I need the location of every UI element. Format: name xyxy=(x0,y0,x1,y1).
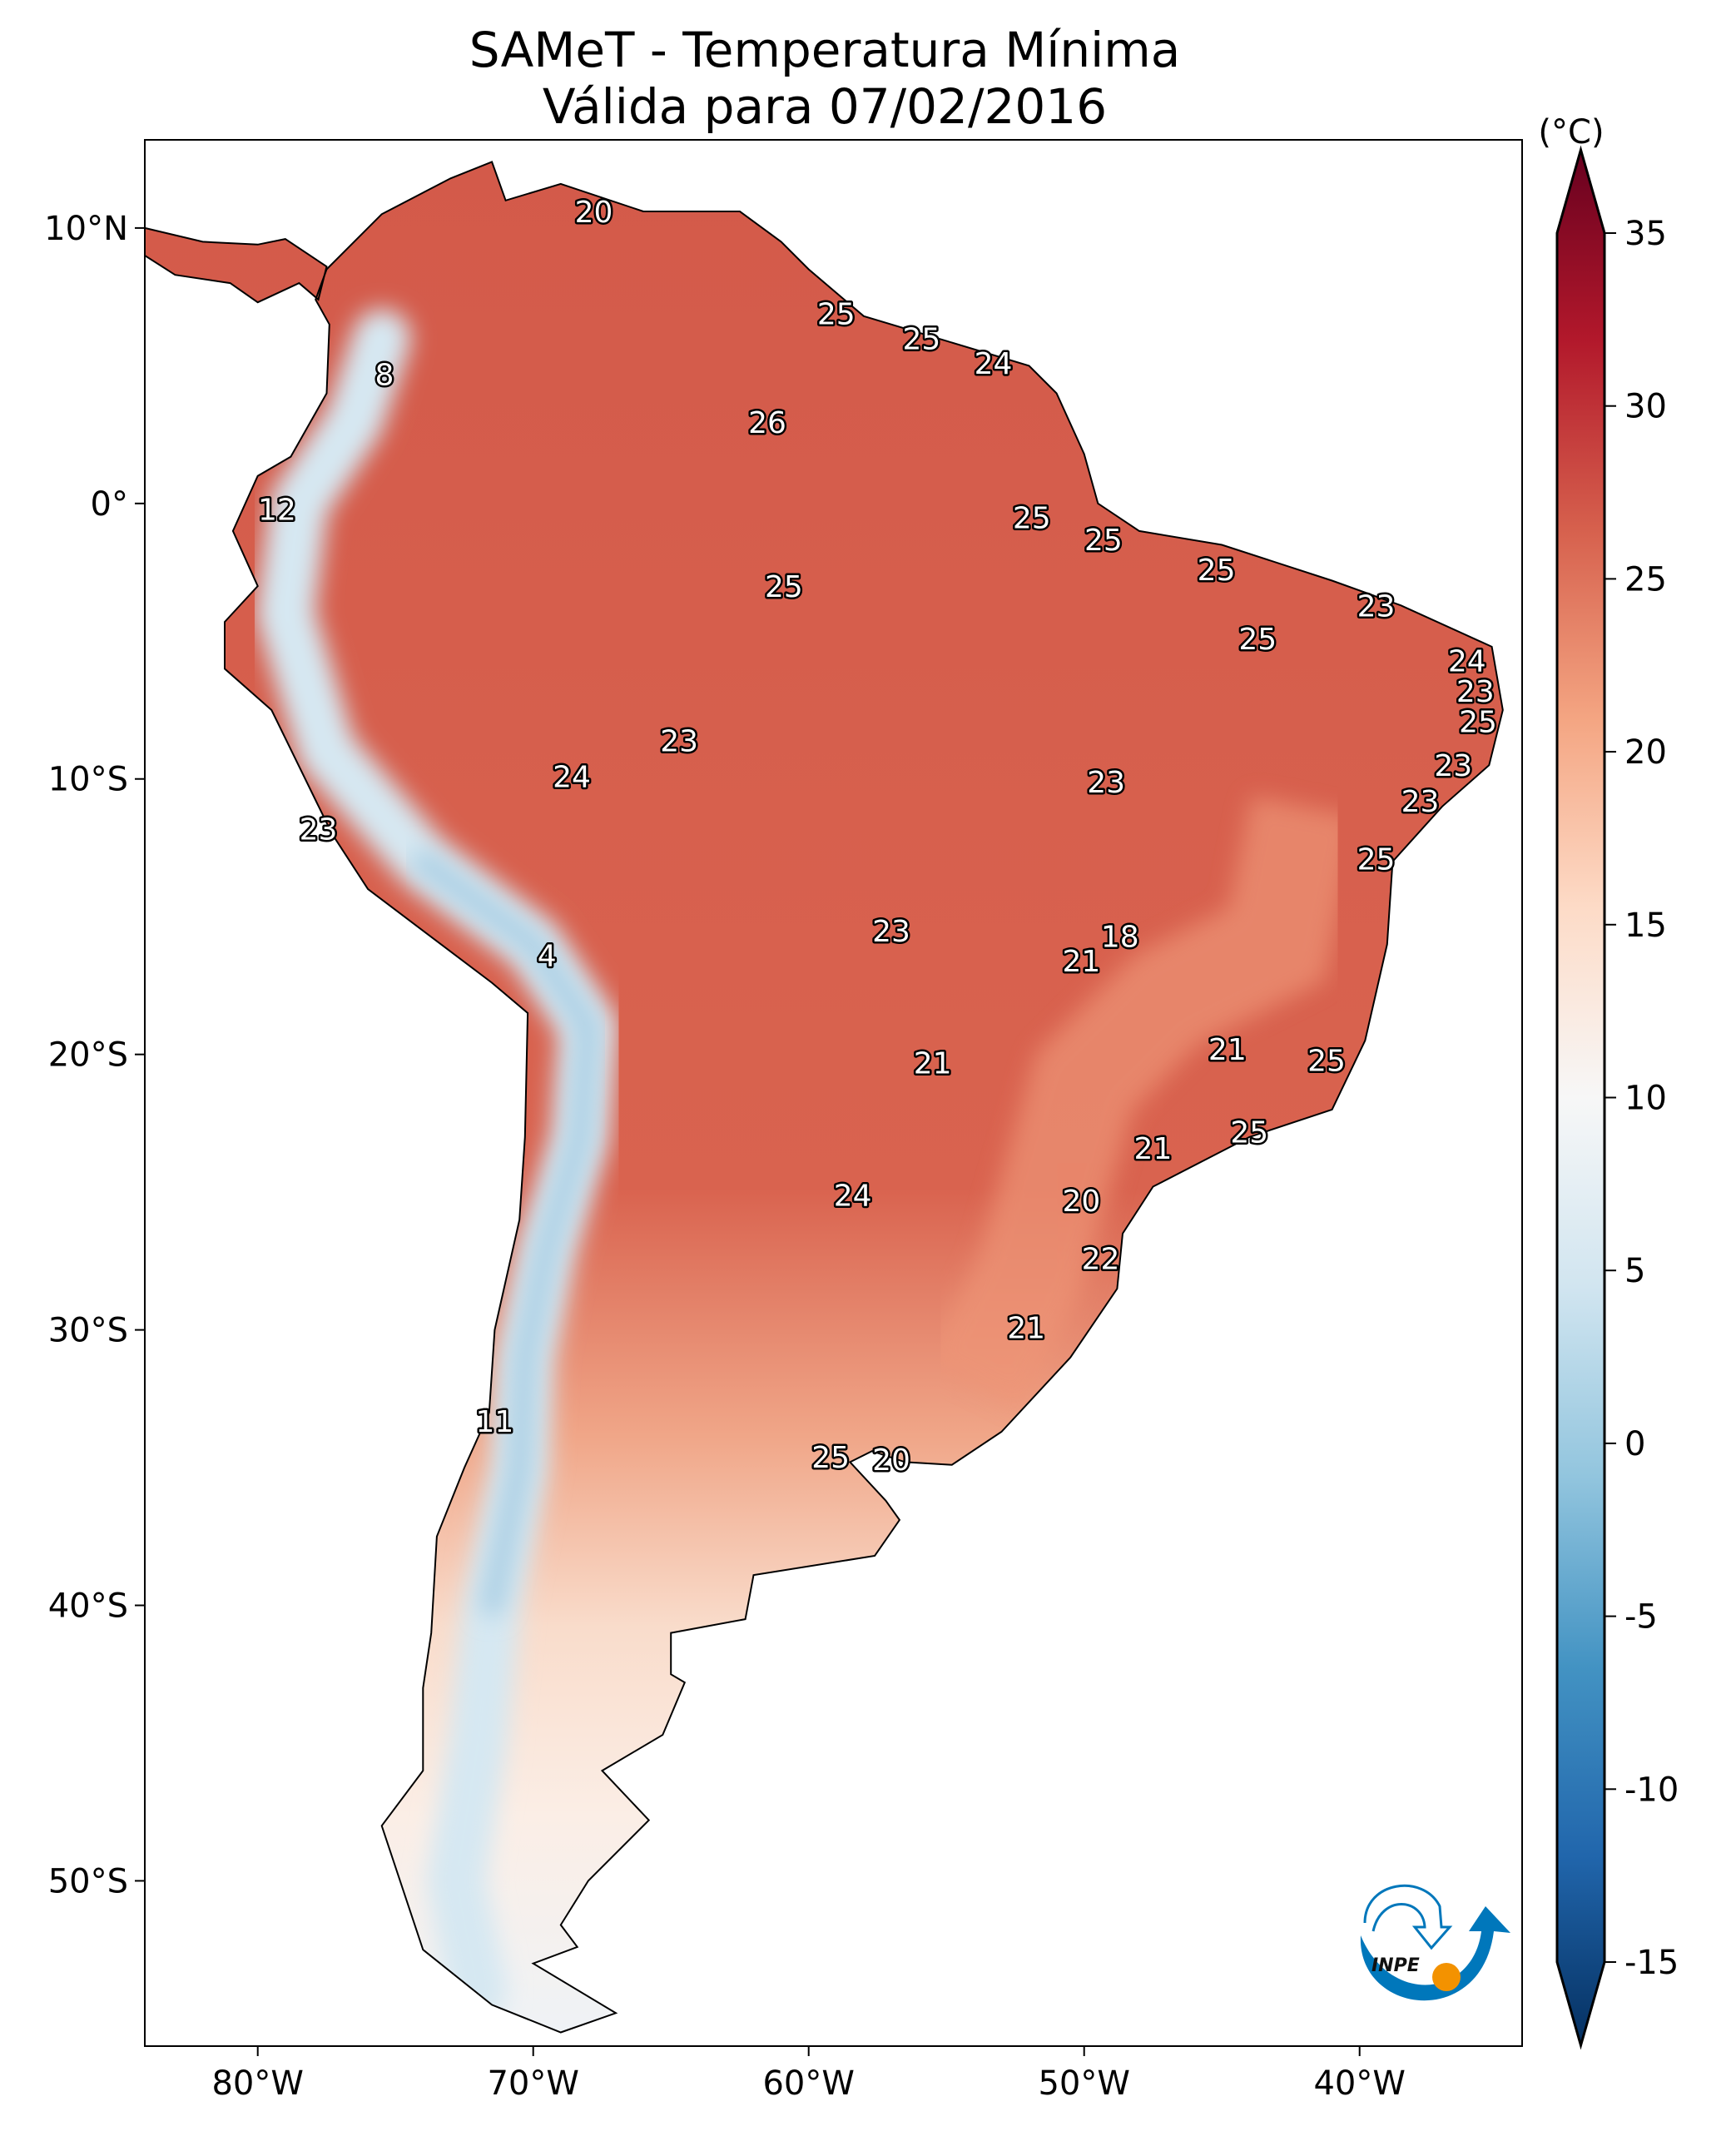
station-label: 22 xyxy=(1082,1243,1120,1277)
coastline-central-america xyxy=(144,226,328,304)
station-label: 25 xyxy=(1198,554,1236,588)
station-label: 23 xyxy=(1401,785,1440,819)
station-label: 25 xyxy=(903,322,941,356)
station-label: 25 xyxy=(1013,501,1051,535)
station-label: 25 xyxy=(817,297,856,331)
station-label: 20 xyxy=(872,1443,910,1478)
colorbar-ticks: 35 30 25 20 15 10 5 0 -5 -10 -15 xyxy=(1605,215,1679,1982)
station-label: 24 xyxy=(1448,644,1486,678)
colorbar-tick-label: 5 xyxy=(1624,1252,1645,1290)
longitude-axis: 80°W 70°W 60°W 50°W 40°W xyxy=(211,2046,1406,2103)
station-label: 24 xyxy=(834,1179,872,1213)
lat-tick-label: 10°S xyxy=(48,761,128,799)
lat-tick-label: 20°S xyxy=(48,1036,128,1075)
lon-tick-label: 60°W xyxy=(762,2064,854,2103)
colorbar-tick-label: 10 xyxy=(1624,1080,1667,1118)
station-label: 20 xyxy=(575,196,613,230)
latitude-axis: 10°N 0° 10°S 20°S 30°S 40°S 50°S xyxy=(44,210,145,1900)
chart-title-line2: Válida para 07/02/2016 xyxy=(543,78,1107,135)
colorbar-tick-label: -5 xyxy=(1624,1598,1658,1637)
station-label: 25 xyxy=(1084,524,1123,558)
station-label: 21 xyxy=(1134,1132,1173,1166)
colorbar-tick-label: 0 xyxy=(1624,1425,1645,1463)
station-label: 23 xyxy=(872,915,910,949)
station-label: 25 xyxy=(1459,705,1497,739)
lat-tick-label: 40°S xyxy=(48,1587,128,1626)
lon-tick-label: 50°W xyxy=(1038,2064,1129,2103)
station-label: 23 xyxy=(300,812,338,847)
colorbar: (°C) 35 30 25 20 15 10 5 0 -5 -10 -15 xyxy=(1538,113,1679,2050)
station-label: 18 xyxy=(1101,920,1139,954)
lat-tick-label: 0° xyxy=(91,485,128,524)
logo-arrow xyxy=(1360,1906,1510,2001)
colorbar-unit: (°C) xyxy=(1538,113,1604,152)
station-label: 8 xyxy=(375,358,394,392)
station-label: 21 xyxy=(1208,1033,1247,1067)
colorbar-tick-label: -10 xyxy=(1624,1771,1679,1809)
logo-text: INPE xyxy=(1371,1955,1420,1976)
station-label: 12 xyxy=(258,493,296,527)
station-label: 23 xyxy=(1357,589,1396,623)
station-label: 21 xyxy=(1062,945,1100,979)
colorbar-tick-label: -15 xyxy=(1624,1944,1679,1982)
station-label: 23 xyxy=(1434,749,1472,783)
station-label: 4 xyxy=(538,940,557,974)
map-frame xyxy=(144,139,1523,2047)
station-label: 23 xyxy=(1087,766,1125,800)
lon-tick-label: 40°W xyxy=(1313,2064,1405,2103)
station-label: 24 xyxy=(553,760,591,794)
logo-sun xyxy=(1432,1963,1461,1991)
lon-tick-label: 80°W xyxy=(211,2064,303,2103)
lat-tick-label: 30°S xyxy=(48,1312,128,1350)
station-label: 25 xyxy=(1307,1044,1346,1078)
logo-swirl xyxy=(1363,1884,1453,1950)
station-label: 21 xyxy=(1007,1311,1045,1345)
inpe-logo: INPE xyxy=(1360,1884,1510,2001)
station-label: 25 xyxy=(1230,1115,1268,1150)
colorbar-scale xyxy=(1555,145,1606,2050)
lat-tick-label: 50°S xyxy=(48,1862,128,1900)
station-label: 23 xyxy=(1456,675,1495,709)
chart-title-line1: SAMeT - Temperatura Mínima xyxy=(469,22,1181,78)
colorbar-tick-label: 35 xyxy=(1624,215,1667,253)
colorbar-tick-label: 20 xyxy=(1624,733,1667,772)
station-label: 21 xyxy=(914,1047,952,1081)
lat-tick-label: 10°N xyxy=(44,210,128,248)
station-label: 25 xyxy=(1357,843,1396,877)
coastline xyxy=(224,161,1504,2034)
station-label: 25 xyxy=(811,1441,850,1475)
colorbar-tick-label: 25 xyxy=(1624,560,1667,599)
station-label: 20 xyxy=(1062,1185,1100,1219)
station-label: 11 xyxy=(475,1405,513,1439)
station-label: 26 xyxy=(748,406,786,440)
station-label: 24 xyxy=(975,347,1013,381)
colorbar-tick-label: 30 xyxy=(1624,388,1667,426)
station-label: 25 xyxy=(765,570,803,604)
lon-tick-label: 70°W xyxy=(487,2064,578,2103)
station-label: 25 xyxy=(1238,623,1277,657)
colorbar-tick-label: 15 xyxy=(1624,907,1667,945)
station-label: 23 xyxy=(660,724,698,758)
